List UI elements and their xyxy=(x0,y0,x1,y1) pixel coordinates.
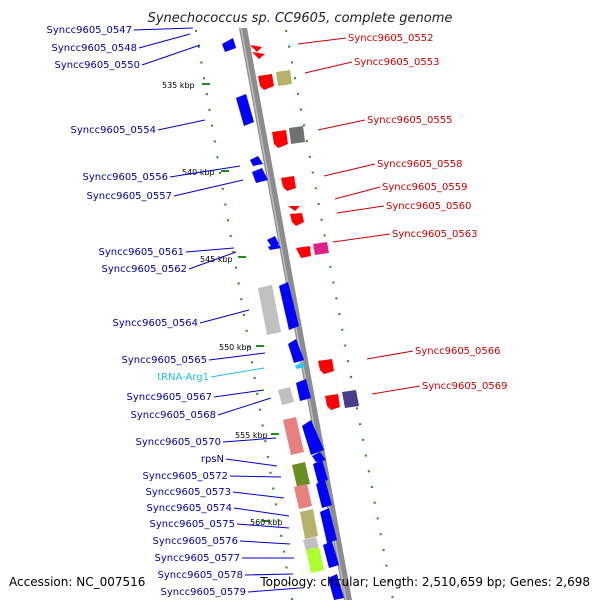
left-label-0572: Syncc9605_0572 xyxy=(143,471,229,482)
left-label-0574: Syncc9605_0574 xyxy=(147,503,233,514)
left-label-0578: Syncc9605_0578 xyxy=(158,570,244,581)
gene-0559 xyxy=(288,206,300,211)
left-label-0550: Syncc9605_0550 xyxy=(55,60,141,71)
right-label-0552: Syncc9605_0552 xyxy=(348,33,434,44)
right-label-0563: Syncc9605_0563 xyxy=(392,229,478,240)
left-label-0556: Syncc9605_0556 xyxy=(83,172,169,183)
left-label-0576: Syncc9605_0576 xyxy=(153,536,239,547)
left-label-0570: Syncc9605_0570 xyxy=(136,437,222,448)
gene-0562 xyxy=(268,243,281,250)
kbp-label-550: 550 kbp xyxy=(219,343,252,352)
left-label-0561: Syncc9605_0561 xyxy=(99,247,185,258)
gene-0557 xyxy=(252,168,268,183)
gene-0570 xyxy=(302,420,324,455)
gene-0573 xyxy=(316,480,332,508)
kbp-label-535: 535 kbp xyxy=(162,81,195,90)
gene-0560 xyxy=(290,213,304,226)
gene-0566 xyxy=(318,359,334,374)
gene-0567 xyxy=(296,379,311,401)
gene-0552b xyxy=(252,52,265,59)
genome-title: Synechococcus sp. CC9605, complete genom… xyxy=(148,11,453,26)
gene-0554 xyxy=(236,94,254,126)
left-label-0562: Syncc9605_0562 xyxy=(102,264,188,275)
left-label-0568: Syncc9605_0568 xyxy=(131,410,217,421)
left-label-trna-arg1: tRNA-Arg1 xyxy=(157,372,209,383)
right-label-0569: Syncc9605_0569 xyxy=(422,381,508,392)
left-label-0547: Syncc9605_0547 xyxy=(47,25,133,36)
gene-0565 xyxy=(288,339,304,363)
left-labels: Syncc9605_0547 Syncc9605_0548 Syncc9605_… xyxy=(47,25,247,598)
right-label-0560: Syncc9605_0560 xyxy=(386,201,472,212)
gene-0577 xyxy=(323,541,339,568)
reverse-genes xyxy=(250,45,340,410)
left-label-0564: Syncc9605_0564 xyxy=(113,318,199,329)
feature-blocks-left xyxy=(258,285,324,573)
left-label-0567: Syncc9605_0567 xyxy=(127,392,213,403)
left-label-0548: Syncc9605_0548 xyxy=(52,43,138,54)
left-label-0554: Syncc9605_0554 xyxy=(71,125,157,136)
kbp-label-555: 555 kbp xyxy=(235,431,268,440)
gene-0563 xyxy=(296,246,311,258)
accession-text: Accession: NC_007516 xyxy=(9,575,145,589)
track-guides xyxy=(195,29,394,600)
forward-genes xyxy=(222,38,344,600)
left-label-0557: Syncc9605_0557 xyxy=(87,191,173,202)
right-label-0559: Syncc9605_0559 xyxy=(382,182,468,193)
right-label-0553: Syncc9605_0553 xyxy=(354,57,440,68)
gene-0564 xyxy=(279,282,299,330)
gene-0575 xyxy=(320,508,337,543)
gene-0579 xyxy=(328,574,344,600)
gene-0572 xyxy=(313,460,328,483)
feature-blocks-right xyxy=(276,70,359,408)
right-labels: Syncc9605_0552 Syncc9605_0553 Syncc9605_… xyxy=(348,33,508,392)
right-label-0558: Syncc9605_0558 xyxy=(377,159,463,170)
gene-0552a xyxy=(250,45,262,52)
gene-0553 xyxy=(258,74,274,90)
left-label-0575: Syncc9605_0575 xyxy=(150,519,236,530)
left-label-0573: Syncc9605_0573 xyxy=(146,487,232,498)
topology-text: Topology: circular; Length: 2,510,659 bp… xyxy=(259,575,590,589)
left-label-rpsN: rpsN xyxy=(201,454,224,465)
right-label-0566: Syncc9605_0566 xyxy=(415,346,501,357)
gene-0556 xyxy=(250,156,263,166)
gene-trna-arg1 xyxy=(295,362,305,369)
kbp-label-560: 560 kbp xyxy=(250,518,283,527)
left-label-0565: Syncc9605_0565 xyxy=(122,355,208,366)
gene-0569 xyxy=(325,394,340,410)
left-label-0579: Syncc9605_0579 xyxy=(161,587,247,598)
gene-rpsN xyxy=(312,452,326,462)
gene-0550 xyxy=(222,38,236,52)
left-leaders xyxy=(133,27,301,593)
right-leaders xyxy=(297,37,421,395)
right-label-0555: Syncc9605_0555 xyxy=(367,115,453,126)
left-label-0577: Syncc9605_0577 xyxy=(155,553,241,564)
gene-0558 xyxy=(281,176,296,191)
gene-0555 xyxy=(272,130,288,148)
